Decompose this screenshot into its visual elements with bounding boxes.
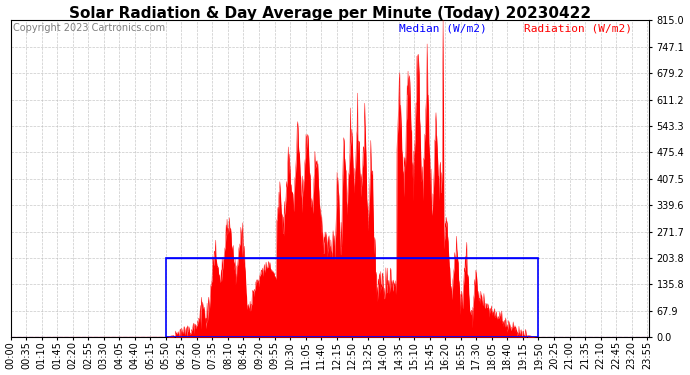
Text: Median (W/m2): Median (W/m2) — [399, 23, 486, 33]
Bar — [166, 258, 538, 337]
Text: Copyright 2023 Cartronics.com: Copyright 2023 Cartronics.com — [13, 23, 166, 33]
Title: Solar Radiation & Day Average per Minute (Today) 20230422: Solar Radiation & Day Average per Minute… — [69, 6, 591, 21]
Text: Radiation (W/m2): Radiation (W/m2) — [524, 23, 632, 33]
